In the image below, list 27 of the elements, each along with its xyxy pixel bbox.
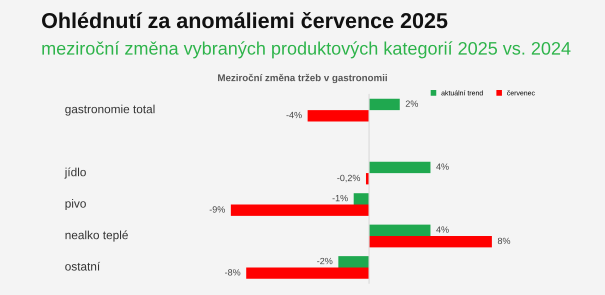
bar bbox=[369, 98, 400, 110]
text: Ohlédnutí za anomáliemi července 2025 bbox=[42, 12, 448, 28]
y-tick-label: jídlo bbox=[64, 167, 86, 179]
bar bbox=[230, 204, 370, 216]
bar bbox=[369, 162, 430, 174]
y-tick-label: gastronomie total bbox=[65, 104, 155, 116]
data-label: -0,2% bbox=[337, 174, 360, 182]
data-label: 4% bbox=[436, 226, 449, 233]
data-label: 4% bbox=[436, 163, 449, 170]
data-label: -1% bbox=[332, 194, 348, 202]
y-tick-label: ostatní bbox=[65, 262, 100, 271]
data-label: 2% bbox=[406, 100, 418, 107]
data-label: 8% bbox=[498, 238, 510, 244]
chart-title: Meziroční změna tržeb v gastronomii bbox=[218, 74, 387, 84]
bar bbox=[369, 236, 492, 248]
y-tick-label: pivo bbox=[65, 199, 86, 210]
bar bbox=[308, 110, 370, 122]
y-tick-label: nealko teplé bbox=[66, 230, 128, 242]
bar bbox=[369, 224, 430, 236]
data-label: -4% bbox=[286, 112, 302, 118]
bar bbox=[338, 256, 370, 268]
data-label: -9% bbox=[210, 206, 225, 213]
text: meziroční změna vybraných produktových kategorií 2025 vs. 2024 bbox=[42, 41, 571, 58]
bar bbox=[354, 193, 370, 205]
bar bbox=[246, 267, 370, 279]
data-label: -8% bbox=[225, 269, 240, 276]
data-label: -2% bbox=[317, 258, 332, 264]
